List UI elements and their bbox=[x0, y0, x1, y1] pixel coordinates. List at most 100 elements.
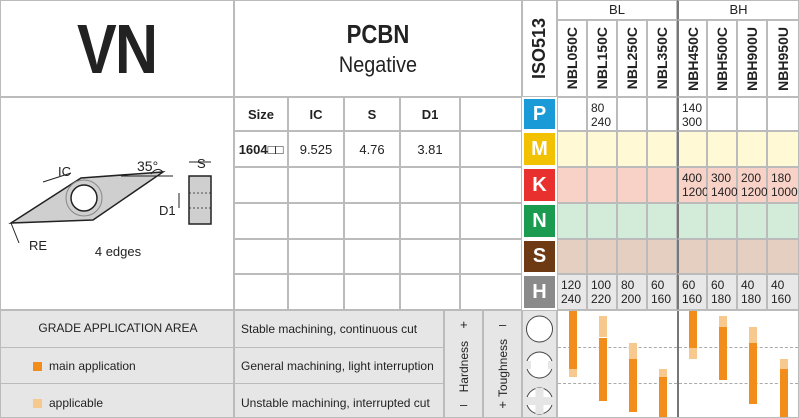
material-cell: PCBN Negative bbox=[234, 0, 522, 97]
iso-letter-m: M bbox=[524, 133, 555, 165]
iso-letter-p: P bbox=[524, 99, 555, 129]
grade-value-cell bbox=[587, 239, 617, 274]
ic-label: IC bbox=[58, 164, 71, 179]
grade-value-cell bbox=[617, 239, 647, 274]
grade-value-cell bbox=[707, 131, 737, 167]
hardness-scale: + Hardness – bbox=[444, 310, 483, 418]
grade-value-cell bbox=[737, 131, 767, 167]
grade-value-cell bbox=[557, 239, 587, 274]
grade-value-cell: 140 300 bbox=[677, 97, 707, 131]
s-label: S bbox=[197, 156, 206, 171]
iso-letter-text: H bbox=[532, 280, 547, 303]
grade-name-cell: NBL150C bbox=[587, 20, 617, 97]
grade-value-cell bbox=[737, 203, 767, 239]
applicable-bar bbox=[689, 348, 697, 359]
dim-cell bbox=[344, 239, 400, 274]
grade-header: BL NBL050C NBL150C NBL250C NBL350C BH NBH450C N… bbox=[557, 0, 799, 97]
dim-cell bbox=[234, 274, 288, 310]
grade-value-cell bbox=[647, 167, 677, 203]
grade-value-cell bbox=[767, 97, 799, 131]
insert-hole-ring bbox=[65, 179, 103, 217]
iso-letter-s: S bbox=[524, 241, 555, 272]
grade-value-cell bbox=[557, 167, 587, 203]
insert-drawing-cell: IC 35° S D1 RE 4 edges bbox=[0, 97, 234, 310]
grade-name: NBL050C bbox=[564, 27, 580, 90]
dim-cell bbox=[288, 274, 344, 310]
legend-box: GRADE APPLICATION AREA main application … bbox=[0, 310, 234, 418]
dim-cell bbox=[344, 203, 400, 239]
shape-code-cell: VN bbox=[0, 0, 234, 97]
applicable-bar bbox=[629, 342, 637, 359]
grade-value-cell bbox=[767, 239, 799, 274]
grade-value-cell bbox=[707, 203, 737, 239]
grade-value-cell bbox=[617, 131, 647, 167]
ic-line bbox=[42, 172, 72, 183]
applicable-bar bbox=[719, 316, 727, 327]
main-application-label: main application bbox=[49, 359, 136, 373]
grade-value-cell: 300 1400 bbox=[707, 167, 738, 203]
light-interruption-icon bbox=[526, 361, 531, 369]
dim-header-cell: D1 bbox=[400, 97, 460, 131]
grade-value-cell bbox=[767, 131, 799, 167]
dim-cell bbox=[400, 203, 460, 239]
grade-value-cell bbox=[617, 203, 647, 239]
grade-value-cell bbox=[557, 203, 587, 239]
dim-cell bbox=[400, 239, 460, 274]
grade-name-cell: NBH950U bbox=[767, 20, 799, 97]
grade-value-cell bbox=[737, 239, 767, 274]
angle-arc bbox=[150, 168, 164, 175]
dim-cell: 4.76 bbox=[344, 131, 400, 167]
dim-cell bbox=[234, 239, 288, 274]
main-application-swatch bbox=[33, 362, 42, 371]
grade-value-cell: 80 240 bbox=[587, 97, 617, 131]
applicable-swatch bbox=[33, 399, 42, 408]
grade-value-cell bbox=[647, 131, 677, 167]
re-line bbox=[10, 222, 20, 244]
insert-hole bbox=[70, 184, 98, 212]
iso-letter-k: K bbox=[524, 169, 555, 201]
dim-cell bbox=[460, 167, 522, 203]
applicable-label: applicable bbox=[49, 396, 104, 410]
dim-header-cell: IC bbox=[288, 97, 344, 131]
grade-name: NBH950U bbox=[775, 26, 791, 91]
dim-cell: 1604□□ bbox=[234, 131, 288, 167]
angle-label: 35° bbox=[137, 158, 159, 174]
machining-conditions: Stable machining, continuous cut General… bbox=[234, 310, 444, 418]
grade-name: NBL150C bbox=[594, 27, 610, 90]
d1-label: D1 bbox=[159, 203, 176, 218]
grade-value-cell: 400 1200 bbox=[677, 167, 709, 203]
grade-value-cell bbox=[587, 203, 617, 239]
dim-cell bbox=[234, 203, 288, 239]
application-area-chart bbox=[557, 310, 799, 418]
grade-value-cell bbox=[647, 203, 677, 239]
grade-name: NBL350C bbox=[654, 27, 670, 90]
grade-value-cell bbox=[647, 239, 677, 274]
toughness-scale: – Toughness + bbox=[483, 310, 522, 418]
grade-value-cell bbox=[587, 131, 617, 167]
grade-name-cell: NBL250C bbox=[617, 20, 647, 97]
applicable-bar bbox=[749, 326, 757, 343]
dim-cell: 9.525 bbox=[288, 131, 344, 167]
dim-cell: 3.81 bbox=[400, 131, 460, 167]
iso-letter-n: N bbox=[524, 205, 555, 237]
grade-value-cell bbox=[557, 97, 587, 131]
edges-label: 4 edges bbox=[94, 244, 142, 259]
re-label: RE bbox=[29, 238, 48, 253]
grade-value-cell: 60 160 bbox=[677, 274, 707, 310]
dim-cell bbox=[344, 274, 400, 310]
dim-cell bbox=[288, 167, 344, 203]
grade-value-cell bbox=[707, 97, 737, 131]
dim-cell bbox=[288, 239, 344, 274]
dim-header-cell: Size bbox=[234, 97, 288, 131]
iso-standard-label: ISO513 bbox=[529, 17, 549, 80]
main-application-bar bbox=[780, 369, 788, 417]
grade-name-cell: NBH450C bbox=[677, 20, 707, 97]
dim-cell bbox=[400, 274, 460, 310]
material-title: PCBN bbox=[346, 19, 410, 49]
grade-value-cell bbox=[677, 203, 707, 239]
dim-cell bbox=[460, 131, 522, 167]
grade-values-grid: 80 240 140 300 400 1200 300 1400 200 1200 180… bbox=[557, 97, 799, 310]
dimensions-table: Size IC S D1 1604□□ 9.525 4.76 3.81 bbox=[234, 97, 522, 310]
grade-value-cell: 120 240 bbox=[557, 274, 587, 310]
